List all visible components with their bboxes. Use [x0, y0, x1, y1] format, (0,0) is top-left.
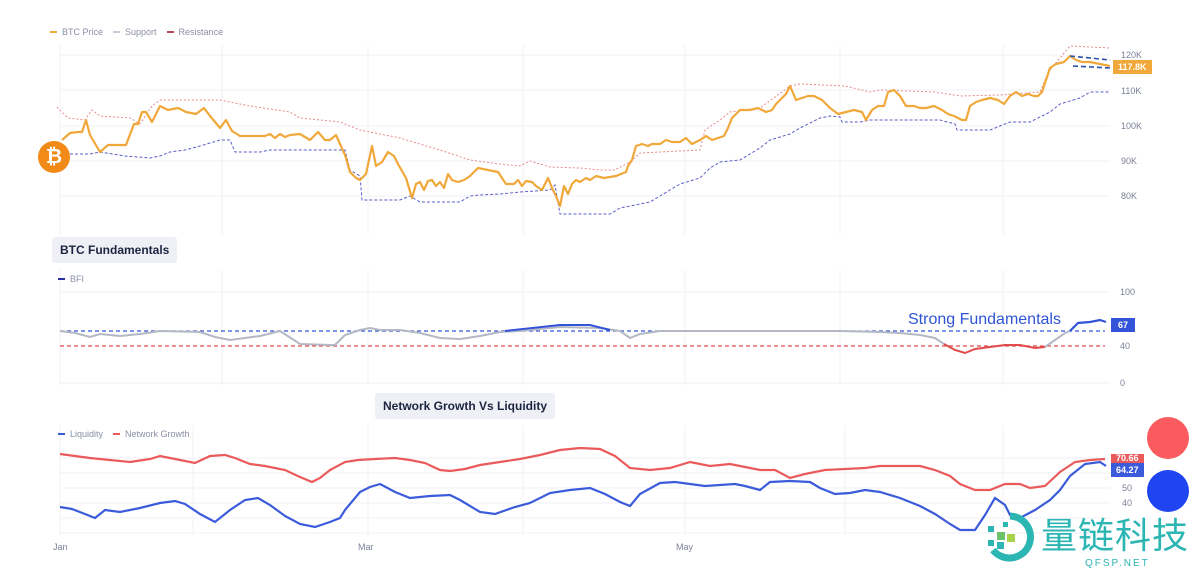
- btc-price-line: [61, 54, 1111, 208]
- bfi-panel-title: BTC Fundamentals: [52, 237, 178, 263]
- support-line: [60, 91, 1110, 215]
- bfi-gridlines: [59, 270, 1110, 385]
- price-legend: BTC Price Support Resistance: [50, 27, 223, 37]
- bfi-line-neutral: [59, 325, 945, 346]
- legend-support[interactable]: Support: [113, 27, 157, 37]
- bfi-ytick: 0: [1120, 378, 1126, 388]
- strong-fundamentals-annotation: Strong Fundamentals: [908, 311, 1061, 328]
- legend-btc-price[interactable]: BTC Price: [50, 27, 103, 37]
- network-growth-badge: 70.66: [1111, 454, 1144, 463]
- x-tick-jan: Jan: [53, 542, 68, 552]
- liquidity-marker-icon: [1147, 470, 1189, 512]
- legend-swatch: [166, 31, 174, 33]
- bfi-line-current: [1069, 318, 1107, 332]
- watermark-logo-icon: [988, 512, 1034, 562]
- watermark: 量链科技: [985, 512, 1189, 562]
- price-ytick: 100K: [1121, 121, 1143, 131]
- price-ytick: 120K: [1121, 50, 1143, 60]
- legend-liquidity[interactable]: Liquidity: [58, 429, 103, 439]
- bfi-line-weak: [943, 343, 1046, 355]
- network-panel-title: Network Growth Vs Liquidity: [375, 393, 556, 419]
- watermark-subtext: QFSP.NET: [1085, 558, 1150, 569]
- legend-label: Support: [125, 27, 157, 37]
- price-ytick: 90K: [1121, 156, 1138, 166]
- legend-swatch: [58, 433, 65, 435]
- legend-resistance[interactable]: Resistance: [166, 27, 224, 37]
- watermark-text: 量链科技: [1041, 516, 1190, 557]
- bfi-ytick: 40: [1120, 341, 1131, 351]
- recent-support-dash: [1072, 65, 1111, 69]
- network-ytick: 50: [1122, 483, 1133, 493]
- legend-swatch: [113, 433, 121, 435]
- legend-label: Liquidity: [70, 429, 104, 439]
- bfi-legend: BFI: [58, 274, 84, 284]
- legend-label: BFI: [70, 274, 85, 284]
- price-ytick: 110K: [1121, 86, 1142, 96]
- legend-label: Network Growth: [125, 429, 190, 439]
- bfi-ytick: 100: [1120, 287, 1136, 297]
- network-ytick: 40: [1122, 498, 1133, 508]
- legend-network-growth[interactable]: Network Growth: [113, 429, 190, 439]
- last-price-badge: 117.8K: [1113, 60, 1152, 74]
- legend-label: Resistance: [178, 27, 224, 37]
- recent-resistance-dash: [1069, 55, 1111, 61]
- bfi-line-recent: [1044, 330, 1071, 348]
- price-gridlines: [59, 45, 1110, 235]
- network-growth-marker-icon: [1147, 417, 1189, 459]
- price-ytick: 80K: [1121, 191, 1138, 201]
- legend-bfi[interactable]: BFI: [58, 274, 84, 284]
- x-tick-may: May: [676, 542, 694, 552]
- bfi-line-strong: [504, 324, 611, 332]
- network-legend: Liquidity Network Growth: [58, 429, 190, 439]
- legend-swatch: [113, 31, 121, 33]
- x-tick-mar: Mar: [358, 542, 374, 552]
- bfi-current-badge: 67: [1111, 318, 1136, 332]
- legend-swatch: [58, 278, 65, 280]
- network-gridlines: [59, 425, 1110, 535]
- legend-label: BTC Price: [62, 27, 104, 37]
- bitcoin-glyph: ₿: [45, 145, 63, 168]
- resistance-line: [56, 45, 1111, 171]
- liquidity-badge: 64.27: [1111, 463, 1144, 477]
- liquidity-line: [59, 460, 1107, 532]
- legend-swatch: [50, 31, 57, 33]
- bitcoin-icon: ₿: [38, 141, 70, 173]
- network-growth-line: [59, 446, 1106, 492]
